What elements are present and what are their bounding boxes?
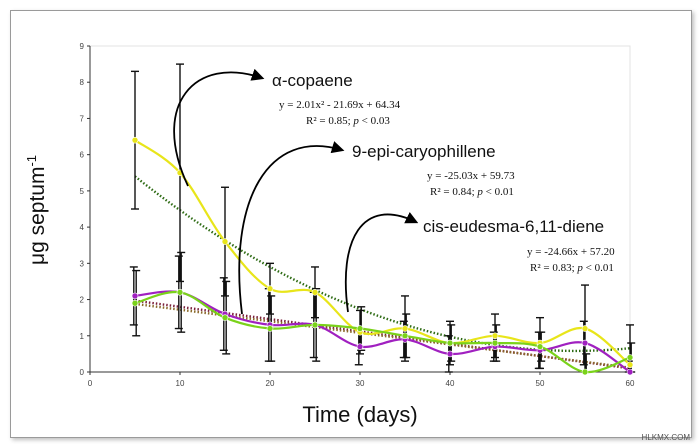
callout-arrow-caryophillene: [238, 141, 345, 315]
data-point-series-0: [311, 289, 319, 296]
x-tick-label: 60: [626, 379, 635, 388]
p-value-copaene: < 0.03: [359, 115, 390, 127]
y-tick-label: 9: [80, 42, 85, 51]
p-label-caryophillene: p: [476, 186, 483, 198]
data-point-series-2: [626, 354, 634, 361]
data-point-series-2: [446, 339, 454, 347]
data-point-series-1: [131, 292, 139, 300]
data-point-series-2: [491, 339, 499, 347]
y-tick-label: 5: [80, 187, 85, 196]
p-label-eudesma: p: [576, 262, 583, 274]
callout-arrow-copaene: [173, 68, 265, 187]
trendlines: [134, 175, 631, 370]
data-point-series-0: [491, 332, 499, 340]
data-point-series-2: [356, 325, 364, 332]
y-axis: 0 1 2 3 4 5 6 7 8 9: [80, 42, 91, 377]
data-point-series-0: [221, 238, 229, 245]
trendline-series-2: [134, 302, 631, 369]
x-tick-label: 40: [446, 379, 455, 388]
r2-copaene-prefix: R² = 0.85;: [306, 115, 353, 127]
r2-copaene: R² = 0.85; p < 0.03: [306, 115, 390, 127]
data-point-series-2: [131, 299, 139, 307]
watermark: HLKMX.COM: [642, 433, 691, 442]
data-point-series-2: [311, 321, 319, 329]
p-label-copaene: p: [352, 115, 359, 127]
equation-copaene: y = 2.01x² - 21.69x + 64.34: [279, 99, 401, 111]
x-tick-label: 0: [88, 379, 93, 388]
equation-caryophillene: y = -25.03x + 59.73: [427, 170, 515, 182]
y-axis-title-main: μg septum: [26, 167, 49, 265]
x-tick-label: 10: [176, 379, 185, 388]
x-axis-title: Time (days): [302, 402, 417, 427]
r2-eudesma: R² = 0.83; p < 0.01: [530, 262, 614, 274]
y-axis-title: μg septum-1: [24, 155, 49, 265]
data-point-series-2: [176, 289, 184, 296]
trendline-series-0: [134, 175, 631, 353]
x-tick-label: 20: [266, 379, 275, 388]
equation-eudesma: y = -24.66x + 57.20: [527, 246, 615, 258]
data-point-series-1: [446, 350, 454, 358]
data-point-series-2: [581, 368, 589, 376]
data-point-series-0: [266, 285, 274, 292]
y-tick-label: 1: [80, 332, 85, 341]
y-tick-label: 4: [80, 223, 85, 232]
p-value-eudesma: < 0.01: [583, 262, 614, 274]
data-point-series-2: [221, 314, 229, 321]
data-point-series-2: [401, 332, 409, 340]
data-point-series-0: [581, 325, 589, 332]
y-tick-label: 3: [80, 259, 85, 268]
data-point-series-0: [626, 361, 634, 369]
r2-caryophillene-prefix: R² = 0.84;: [430, 186, 477, 198]
y-tick-label: 2: [80, 296, 85, 305]
data-point-series-0: [401, 325, 409, 332]
series-label-eudesma: cis-eudesma-6,11-diene: [423, 217, 604, 236]
data-point-series-1: [626, 368, 634, 376]
data-point-series-1: [581, 339, 589, 347]
p-value-caryophillene: < 0.01: [483, 186, 514, 198]
y-tick-label: 6: [80, 151, 85, 160]
series-label-copaene: α-copaene: [272, 71, 353, 90]
series-label-caryophillene: 9-epi-caryophillene: [352, 142, 496, 161]
x-tick-label: 30: [356, 379, 365, 388]
data-point-series-2: [536, 343, 544, 350]
series-line-1: [134, 290, 631, 373]
x-axis: 0 10 20 30 40 50 60: [88, 371, 635, 388]
y-axis-title-superscript: -1: [24, 155, 39, 167]
y-tick-label: 8: [80, 78, 85, 87]
trendline-series-1: [134, 299, 631, 370]
callout-arrow-eudesma: [344, 211, 419, 313]
y-tick-label: 0: [80, 368, 85, 377]
x-tick-label: 50: [536, 379, 545, 388]
data-point-series-1: [356, 343, 364, 350]
r2-caryophillene: R² = 0.84; p < 0.01: [430, 186, 514, 198]
y-tick-label: 7: [80, 114, 85, 123]
series-line-2: [134, 290, 631, 374]
callout-arrows: [173, 68, 419, 315]
data-point-series-0: [131, 136, 139, 144]
data-point-series-2: [266, 325, 274, 332]
r2-eudesma-prefix: R² = 0.83;: [530, 262, 577, 274]
